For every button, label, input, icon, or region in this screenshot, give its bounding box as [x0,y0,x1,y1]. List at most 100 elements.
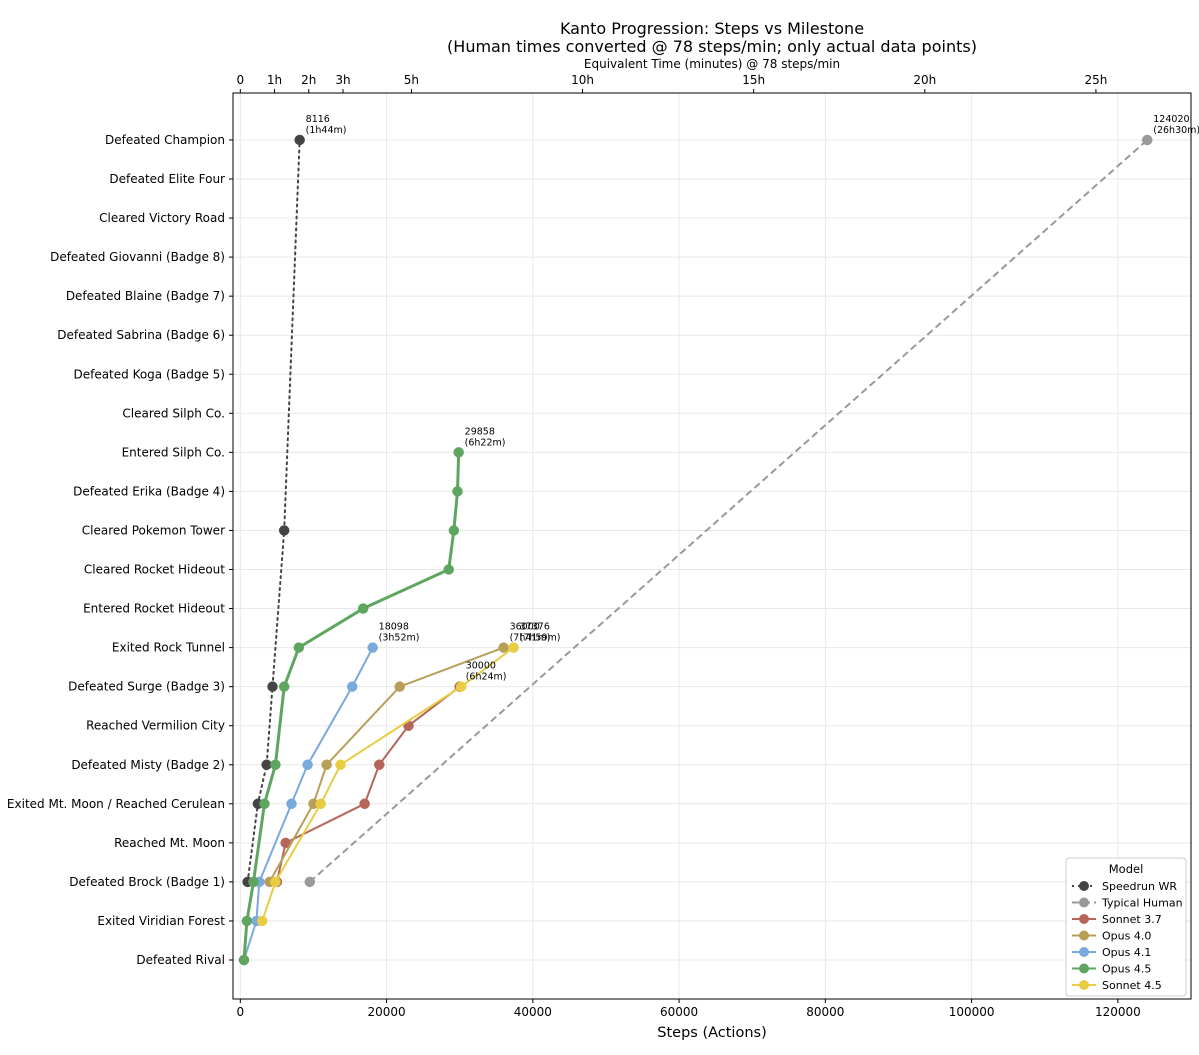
data-point [270,759,281,770]
x-tick-label: 40000 [514,1005,552,1019]
y-tick-label: Entered Silph Co. [122,445,225,459]
chart-title: Kanto Progression: Steps vs Milestone [560,19,864,38]
end-labels: 8116(1h44m) 124020(26h30m) 30000(6h24m) 360… [306,114,1199,683]
legend-entry: Opus 4.1 [1102,946,1151,959]
x-tick-label: 20000 [367,1005,405,1019]
end-label-steps: 29858 [465,426,495,437]
end-label-time: (3h52m) [379,633,420,644]
y-tick-label: Defeated Elite Four [109,172,225,186]
data-point [238,954,250,966]
y-tick-label: Defeated Blaine (Badge 7) [66,289,225,303]
end-label-steps: 36000 [510,622,540,633]
y-tick-label: Defeated Surge (Badge 3) [68,680,225,694]
x-tick-label: 120000 [1095,1005,1141,1019]
data-point [1142,134,1153,146]
data-point [286,798,297,810]
series-line-opus-4-5 [242,452,461,961]
y-tick-label: Reached Vermilion City [86,719,225,733]
legend-entry: Sonnet 4.5 [1102,979,1162,992]
x-axis-label: Steps (Actions) [657,1025,766,1041]
end-label-time: (6h24m) [466,672,507,683]
y-tick-label: Entered Rocket Hideout [83,602,225,616]
end-label-steps: 8116 [306,114,330,125]
y-tick-label: Cleared Pokemon Tower [82,523,225,537]
data-point [455,681,467,692]
x-tick-label: 80000 [806,1005,844,1019]
legend-entry: Typical Human [1101,897,1183,910]
y-tick-label: Reached Mt. Moon [114,836,225,850]
top-tick-label: 15h [742,73,765,87]
legend-entry: Opus 4.0 [1102,930,1151,943]
chart-subtitle: (Human times converted @ 78 steps/min; o… [447,37,977,56]
top-tick-label: 3h [335,73,350,87]
y-tick-label: Cleared Victory Road [99,211,225,225]
y-tick-label: Defeated Giovanni (Badge 8) [50,250,225,264]
legend: Model Speedrun WR Typical Human Sonnet 3.7 O… [1065,857,1187,997]
data-point [321,759,332,770]
end-label-steps: 30000 [466,661,496,672]
y-tick-label: Defeated Champion [105,133,225,147]
end-label-time: (1h44m) [306,125,347,136]
plot-frame [232,92,1192,1000]
axis-ticks: Defeated Rival Exited Viridian Forest Defe… [7,73,1141,1019]
y-tick-label: Exited Rock Tunnel [112,641,225,655]
end-label-steps: 18098 [379,622,409,633]
data-point [302,759,313,770]
end-label-steps: 37376 [520,622,550,633]
y-tick-label: Defeated Misty (Badge 2) [71,758,225,772]
legend-swatch-marker [1079,963,1089,974]
legend-title: Model [1109,862,1144,876]
data-point [248,876,259,888]
end-label-time: (7h59m) [520,633,561,644]
data-point [335,759,346,770]
data-point [294,134,305,146]
data-point [241,915,253,927]
series-lines [238,134,1153,966]
y-tick-label: Defeated Koga (Badge 5) [73,367,225,381]
top-axis-label: Equivalent Time (minutes) @ 78 steps/min [584,57,840,71]
series-line-sonnet-3-7 [275,685,461,883]
series-line-typical-human [309,139,1148,883]
y-tick-label: Defeated Rival [136,953,225,967]
data-point [346,681,358,692]
x-tick-label: 60000 [660,1005,698,1019]
data-point [359,798,370,810]
data-point [367,642,378,653]
x-tick-label: 100000 [949,1005,995,1019]
data-point [257,915,268,927]
top-tick-label: 1h [267,73,282,87]
series-line-speedrun-wr [246,138,301,883]
data-point [261,759,272,770]
data-point [443,564,454,575]
series-line-sonnet-4-5 [261,646,515,922]
y-tick-label: Defeated Sabrina (Badge 6) [57,328,225,342]
legend-swatch-marker [1079,980,1089,990]
top-tick-label: 20h [913,73,936,87]
legend-entry: Sonnet 3.7 [1102,913,1162,926]
y-tick-label: Defeated Brock (Badge 1) [69,875,225,889]
data-point [357,603,369,614]
legend-box [1065,857,1187,997]
y-tick-label: Exited Mt. Moon / Reached Cerulean [7,797,225,811]
data-point [453,447,464,458]
data-point [293,642,305,653]
legend-swatch-marker [1079,881,1089,891]
y-tick-label: Defeated Erika (Badge 4) [73,484,225,498]
data-point [394,681,405,692]
data-point [315,798,327,810]
y-tick-label: Cleared Rocket Hideout [84,563,225,577]
end-label-time: (6h22m) [465,437,506,448]
top-tick-label: 0 [236,73,244,87]
top-tick-label: 2h [301,73,316,87]
legend-entry: Speedrun WR [1102,880,1177,893]
grid [233,93,1191,999]
legend-swatch-marker [1079,930,1089,941]
x-tick-label: 0 [236,1005,244,1019]
data-point [452,486,463,497]
data-point [374,759,385,770]
data-point [270,876,281,888]
data-point [259,798,270,810]
end-label-time: (7h41m) [510,633,551,644]
data-point [278,681,290,692]
